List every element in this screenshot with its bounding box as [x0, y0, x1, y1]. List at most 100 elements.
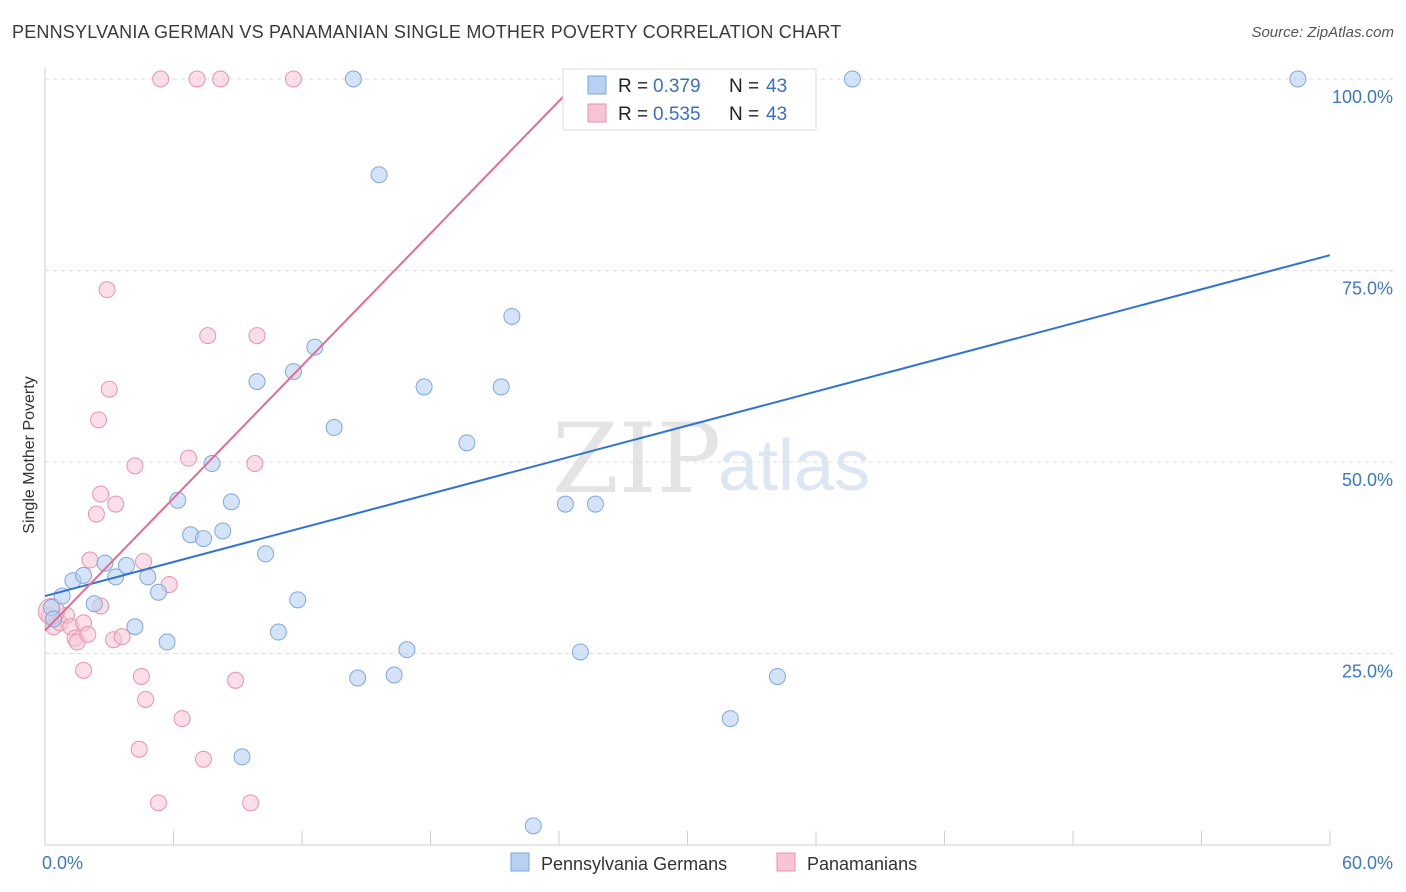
tick-labels: 25.0% 50.0% 75.0% 100.0% 0.0% 60.0%	[42, 87, 1393, 873]
panamanians-point	[227, 671, 245, 689]
series-legend-label-blue: Pennsylvania Germans	[541, 854, 727, 874]
pennsylvania-germans-point	[284, 363, 302, 381]
legend-n-value-pink: 43	[766, 104, 787, 125]
panamanians-point	[137, 690, 155, 708]
panamanians-point	[113, 628, 131, 646]
pennsylvania-germans-point	[721, 710, 739, 728]
panamanians-point	[75, 661, 93, 679]
panamanians-point	[81, 551, 99, 569]
pennsylvania-germans-point	[492, 378, 510, 396]
pennsylvania-germans-point	[571, 643, 589, 661]
x-tick-label-min: 0.0%	[42, 853, 83, 873]
pennsylvania-germans-points	[42, 70, 1307, 835]
pennsylvania-germans-point	[503, 307, 521, 325]
panamanians-point	[188, 70, 206, 88]
panamanians-point	[130, 740, 148, 758]
pennsylvania-germans-point	[768, 667, 786, 685]
panamanians-point	[173, 710, 191, 728]
panamanians-point	[79, 625, 97, 643]
y-tick-label-25: 25.0%	[1342, 662, 1393, 682]
legend-swatch-blue	[587, 75, 607, 95]
legend-r-label-blue: R =	[618, 76, 648, 97]
pennsylvania-germans-point	[306, 338, 324, 356]
panamanians-point	[132, 667, 150, 685]
pennsylvania-germans-point	[415, 378, 433, 396]
y-tick-label-100: 100.0%	[1332, 87, 1393, 107]
panamanians-point	[92, 485, 110, 503]
panamanians-point	[135, 553, 153, 571]
legend-r-value-pink: 0.535	[653, 104, 701, 125]
pennsylvania-germans-point	[45, 610, 63, 628]
pennsylvania-germans-point	[233, 748, 251, 766]
panamanians-trendline	[44, 78, 582, 632]
pennsylvania-germans-point	[126, 618, 144, 636]
watermark-zip: ZIP	[552, 403, 721, 515]
pennsylvania-germans-point	[385, 666, 403, 684]
panamanians-point	[179, 449, 197, 467]
pennsylvania-germans-point	[524, 817, 542, 835]
panamanians-point	[242, 794, 260, 812]
panamanians-point	[100, 380, 118, 398]
y-tick-label-75: 75.0%	[1342, 279, 1393, 299]
pennsylvania-germans-point	[214, 522, 232, 540]
pennsylvania-germans-trendline	[44, 254, 1331, 598]
trendlines	[44, 78, 1331, 632]
pennsylvania-germans-point	[96, 554, 114, 572]
legend-n-value-blue: 43	[766, 76, 787, 97]
series-legend-label-pink: Panamanians	[807, 854, 917, 874]
pennsylvania-germans-point	[269, 623, 287, 641]
panamanians-point	[126, 457, 144, 475]
panamanians-points	[37, 70, 302, 812]
pennsylvania-germans-point	[117, 556, 135, 574]
pennsylvania-germans-point	[398, 641, 416, 659]
pennsylvania-germans-point	[843, 70, 861, 88]
y-tick-label-50: 50.0%	[1342, 470, 1393, 490]
pennsylvania-germans-point	[370, 166, 388, 184]
legend-r-value-blue: 0.379	[653, 76, 701, 97]
correlation-legend: R = 0.379 N = 43 R = 0.535 N = 43	[562, 68, 817, 131]
pennsylvania-germans-point	[150, 583, 168, 601]
chart-title: PENNSYLVANIA GERMAN VS PANAMANIAN SINGLE…	[12, 22, 842, 42]
pennsylvania-germans-point	[248, 373, 266, 391]
panamanians-point	[212, 70, 230, 88]
axes	[44, 68, 1331, 846]
x-tick-label-max: 60.0%	[1342, 853, 1393, 873]
panamanians-point	[248, 327, 266, 345]
pennsylvania-germans-point	[458, 434, 476, 452]
panamanians-point	[152, 70, 170, 88]
pennsylvania-germans-point	[75, 566, 93, 584]
panamanians-point	[284, 70, 302, 88]
legend-r-label-pink: R =	[618, 104, 648, 125]
pennsylvania-germans-point	[349, 669, 367, 687]
series-legend-swatch-blue	[510, 852, 530, 872]
pennsylvania-germans-point	[289, 591, 307, 609]
panamanians-point	[98, 281, 116, 299]
pennsylvania-germans-point	[1289, 70, 1307, 88]
watermark-atlas: atlas	[718, 426, 870, 506]
panamanians-point	[87, 505, 105, 523]
pennsylvania-germans-point	[556, 495, 574, 513]
source-credit: Source: ZipAtlas.com	[1251, 24, 1394, 41]
panamanians-point	[107, 495, 125, 513]
series-legend: Pennsylvania Germans Panamanians	[510, 852, 917, 874]
gridlines	[45, 78, 1393, 654]
pennsylvania-germans-point	[194, 530, 212, 548]
panamanians-point	[199, 327, 217, 345]
pennsylvania-germans-point	[257, 545, 275, 563]
panamanians-point	[150, 794, 168, 812]
panamanians-point	[246, 455, 264, 473]
panamanians-point	[194, 750, 212, 768]
legend-swatch-pink	[587, 103, 607, 123]
y-axis-title: Single Mother Poverty	[21, 376, 38, 533]
pennsylvania-germans-point	[325, 419, 343, 437]
pennsylvania-germans-point	[222, 493, 240, 511]
legend-n-label-pink: N =	[729, 104, 759, 125]
pennsylvania-germans-point	[344, 70, 362, 88]
pennsylvania-germans-point	[85, 595, 103, 613]
pennsylvania-germans-point	[586, 495, 604, 513]
panamanians-point	[90, 411, 108, 429]
pennsylvania-germans-point	[169, 491, 187, 509]
series-legend-swatch-pink	[776, 852, 796, 872]
pennsylvania-germans-point	[158, 633, 176, 651]
